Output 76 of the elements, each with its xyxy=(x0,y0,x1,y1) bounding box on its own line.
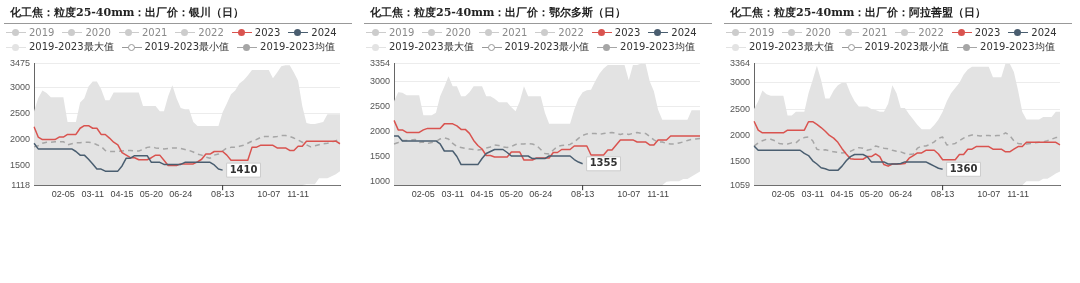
x-tick-label: 04-15 xyxy=(830,189,854,200)
chart-title: 化工焦：粒度25-40mm：出厂价：鄂尔多斯（日） xyxy=(364,0,712,24)
legend-label: 2023 xyxy=(254,27,281,38)
x-tick-label: 04-15 xyxy=(110,189,134,200)
y-tick-label: 1118 xyxy=(11,179,31,190)
y-tick-label: 2000 xyxy=(369,125,391,136)
x-tick-label: 05-20 xyxy=(139,189,163,200)
x-tick-label: 02-05 xyxy=(51,189,75,200)
legend-label: 2019-2023最大值 xyxy=(749,40,834,54)
legend-label: 2019-2023最大值 xyxy=(29,40,114,54)
legend-label: 2024 xyxy=(671,27,697,38)
legend-label: 2021 xyxy=(861,27,888,38)
x-tick-label: 06-24 xyxy=(889,189,913,200)
x-tick-label: 05-20 xyxy=(859,189,883,200)
x-tick-label: 10-07 xyxy=(257,189,281,200)
y-tick-label: 3000 xyxy=(729,77,751,88)
y-tick-label: 2500 xyxy=(9,108,31,119)
legend-label: 2023 xyxy=(614,27,641,38)
y-tick-label: 3000 xyxy=(369,75,391,86)
annotation: 1355 xyxy=(589,157,618,169)
x-tick-label: 06-24 xyxy=(169,189,193,200)
y-tick-label: 1000 xyxy=(369,176,391,187)
legend-label: 2022 xyxy=(558,27,584,38)
legend-label: 2019-2023均值 xyxy=(620,40,695,54)
y-tick-label: 3475 xyxy=(9,57,31,68)
y-tick-label: 2000 xyxy=(729,129,751,140)
x-tick-label: 11-11 xyxy=(647,189,669,200)
legend-label: 2020 xyxy=(85,27,111,38)
y-tick-label: 2500 xyxy=(369,100,391,111)
x-tick-label: 05-20 xyxy=(499,189,523,200)
x-tick-label: 03-11 xyxy=(81,189,104,200)
y-tick-label: 1059 xyxy=(729,179,751,190)
x-tick-label: 03-11 xyxy=(801,189,824,200)
legend-label: 2019-2023最小值 xyxy=(144,40,230,54)
legend-label: 2021 xyxy=(501,27,528,38)
y-tick-label: 1500 xyxy=(729,156,751,167)
legend-label: 2020 xyxy=(445,27,471,38)
legend-label: 2019-2023均值 xyxy=(980,40,1055,54)
x-tick-label: 08-13 xyxy=(211,189,235,200)
x-tick-label: 06-24 xyxy=(529,189,553,200)
x-tick-label: 03-11 xyxy=(441,189,464,200)
legend-label: 2020 xyxy=(805,27,831,38)
legend-label: 2019-2023均值 xyxy=(260,40,335,54)
y-tick-label: 2500 xyxy=(729,103,751,114)
y-tick-label: 3364 xyxy=(729,57,751,68)
legend-label: 2019 xyxy=(29,27,55,38)
legend-label: 2019-2023最小值 xyxy=(504,40,590,54)
legend-label: 2024 xyxy=(311,27,337,38)
x-tick-label: 08-13 xyxy=(571,189,595,200)
y-tick-label: 3000 xyxy=(9,82,31,93)
legend-label: 2022 xyxy=(198,27,224,38)
x-tick-label: 11-11 xyxy=(287,189,309,200)
y-tick-label: 2000 xyxy=(9,134,31,145)
legend-label: 2019 xyxy=(389,27,415,38)
legend-label: 2024 xyxy=(1031,27,1057,38)
legend-label: 2022 xyxy=(918,27,944,38)
chart-title: 化工焦：粒度25-40mm：出厂价：阿拉善盟（日） xyxy=(724,0,1072,24)
x-tick-label: 10-07 xyxy=(617,189,641,200)
x-tick-label: 11-11 xyxy=(1007,189,1029,200)
line-series xyxy=(393,131,701,155)
annotation: 1360 xyxy=(949,162,978,174)
x-tick-label: 02-05 xyxy=(771,189,795,200)
x-tick-label: 02-05 xyxy=(411,189,435,200)
legend-label: 2021 xyxy=(141,27,168,38)
y-tick-label: 3354 xyxy=(369,57,391,68)
annotation: 1410 xyxy=(229,163,258,175)
legend-label: 2019-2023最大值 xyxy=(389,40,474,54)
legend-label: 2019 xyxy=(749,27,775,38)
legend-label: 2023 xyxy=(974,27,1001,38)
legend-label: 2019-2023最小值 xyxy=(864,40,950,54)
y-tick-label: 1500 xyxy=(9,159,31,170)
x-tick-label: 10-07 xyxy=(977,189,1001,200)
x-tick-label: 08-13 xyxy=(931,189,955,200)
chart-title: 化工焦：粒度25-40mm：出厂价：银川（日） xyxy=(4,0,352,24)
y-tick-label: 1500 xyxy=(369,151,391,161)
x-tick-label: 04-15 xyxy=(470,189,494,200)
